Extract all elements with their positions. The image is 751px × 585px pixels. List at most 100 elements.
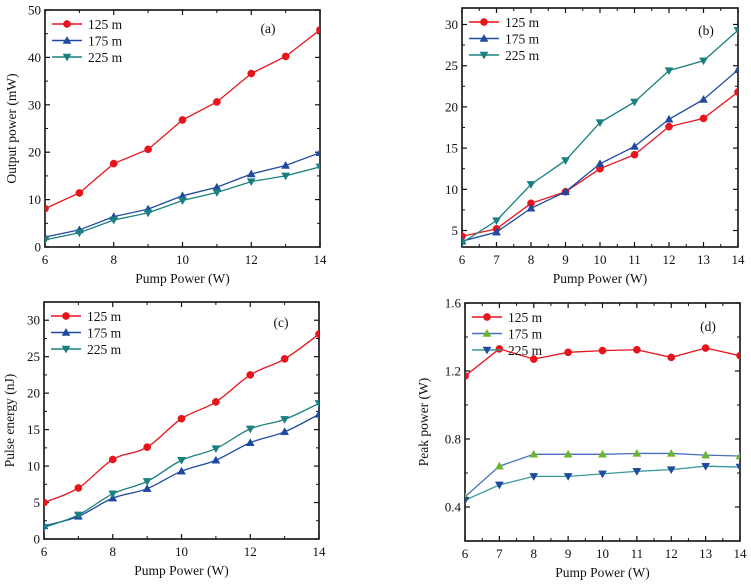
series-225m bbox=[44, 400, 319, 532]
series-225m bbox=[45, 163, 320, 245]
data-point bbox=[595, 159, 605, 168]
x-tick-label: 10 bbox=[175, 544, 188, 559]
data-point bbox=[143, 209, 153, 218]
y-tick-label: 40 bbox=[28, 50, 41, 65]
data-point bbox=[281, 172, 291, 181]
x-axis-title: Pump Power (W) bbox=[135, 271, 230, 286]
x-tick-label: 8 bbox=[531, 546, 538, 561]
data-point bbox=[246, 169, 256, 178]
y-tick-label: 1.6 bbox=[445, 296, 462, 311]
data-point bbox=[735, 463, 740, 472]
x-tick-label: 14 bbox=[732, 252, 746, 267]
x-tick-label: 8 bbox=[110, 544, 117, 559]
data-point bbox=[630, 150, 639, 159]
series-175m bbox=[45, 148, 320, 241]
data-point bbox=[280, 427, 290, 436]
legend-label: 175 m bbox=[508, 326, 543, 341]
data-point bbox=[492, 217, 501, 226]
data-point bbox=[142, 478, 152, 486]
y-tick-label: 0 bbox=[35, 240, 42, 255]
legend-label: 225 m bbox=[508, 343, 543, 358]
x-tick-label: 13 bbox=[699, 546, 712, 561]
data-point bbox=[177, 456, 186, 465]
legend-marker bbox=[482, 328, 492, 337]
x-tick-label: 6 bbox=[42, 252, 49, 267]
x-tick-label: 6 bbox=[459, 252, 466, 267]
data-point bbox=[598, 449, 607, 458]
data-point bbox=[74, 484, 83, 492]
panel-tag: (c) bbox=[274, 315, 289, 330]
data-point bbox=[666, 448, 676, 457]
x-axis-title: Pump Power (W) bbox=[134, 563, 229, 578]
data-point bbox=[630, 141, 639, 150]
series-175m bbox=[462, 65, 738, 245]
y-tick-label: 30 bbox=[445, 17, 458, 32]
x-tick-label: 9 bbox=[562, 252, 569, 267]
data-point bbox=[315, 330, 319, 338]
legend-marker bbox=[62, 312, 70, 320]
data-point bbox=[211, 455, 221, 464]
x-tick-label: 7 bbox=[493, 252, 500, 267]
data-point bbox=[245, 438, 255, 446]
legend-marker bbox=[62, 53, 72, 62]
data-point bbox=[632, 448, 642, 457]
data-point bbox=[178, 116, 187, 124]
y-tick-label: 5 bbox=[452, 223, 459, 238]
y-tick-label: 10 bbox=[445, 182, 458, 197]
data-point bbox=[73, 511, 83, 520]
data-point bbox=[109, 216, 119, 225]
x-tick-label: 6 bbox=[41, 544, 48, 559]
x-tick-label: 6 bbox=[462, 546, 469, 561]
series-line bbox=[462, 29, 738, 244]
legend-label: 225 m bbox=[88, 50, 123, 65]
data-point bbox=[735, 451, 740, 460]
legend-label: 175 m bbox=[88, 33, 123, 48]
data-point bbox=[109, 159, 118, 168]
data-point bbox=[213, 98, 221, 106]
data-point bbox=[142, 484, 152, 492]
data-point bbox=[177, 414, 186, 423]
data-point bbox=[314, 400, 319, 408]
data-point bbox=[563, 473, 573, 481]
y-tick-label: 20 bbox=[27, 386, 40, 401]
x-tick-label: 12 bbox=[665, 546, 678, 561]
data-point bbox=[598, 346, 607, 355]
data-point bbox=[736, 351, 740, 360]
data-point bbox=[281, 160, 291, 169]
y-tick-label: 0 bbox=[34, 532, 41, 547]
legend-marker bbox=[61, 327, 71, 336]
legend-label: 125 m bbox=[505, 15, 540, 30]
plot-frame bbox=[44, 9, 321, 248]
series-225m bbox=[462, 27, 738, 247]
x-tick-label: 7 bbox=[496, 546, 503, 561]
y-tick-label: 10 bbox=[27, 459, 40, 474]
chart-panel-c: 6 8 10 12 14 0 5 10 15 20 25 30 Pump Power (W) Pulse … bbox=[2, 301, 326, 578]
data-point bbox=[492, 227, 501, 236]
data-point bbox=[494, 481, 504, 490]
data-point bbox=[144, 145, 152, 154]
plot-area bbox=[44, 330, 319, 532]
legend-label: 125 m bbox=[88, 17, 123, 32]
data-point bbox=[666, 466, 676, 475]
data-point bbox=[630, 98, 639, 107]
data-point bbox=[665, 122, 673, 131]
series-125m bbox=[44, 330, 319, 507]
data-point bbox=[529, 449, 539, 458]
data-point bbox=[246, 178, 256, 187]
panel-tag: (d) bbox=[700, 319, 716, 334]
x-tick-label: 11 bbox=[631, 546, 644, 561]
x-tick-label: 10 bbox=[176, 252, 189, 267]
data-point bbox=[494, 461, 504, 470]
data-point bbox=[315, 148, 320, 156]
y-tick-label: 15 bbox=[27, 422, 40, 437]
data-point bbox=[314, 409, 319, 418]
data-point bbox=[281, 52, 290, 61]
data-point bbox=[699, 114, 708, 123]
chart-panel-a: 6 8 10 12 14 0 10 20 30 40 50 Pump Power (W) Output … bbox=[4, 3, 327, 287]
y-tick-label: 30 bbox=[28, 97, 41, 112]
data-point bbox=[667, 353, 676, 362]
y-tick-label: 20 bbox=[28, 145, 41, 160]
data-point bbox=[734, 88, 738, 96]
